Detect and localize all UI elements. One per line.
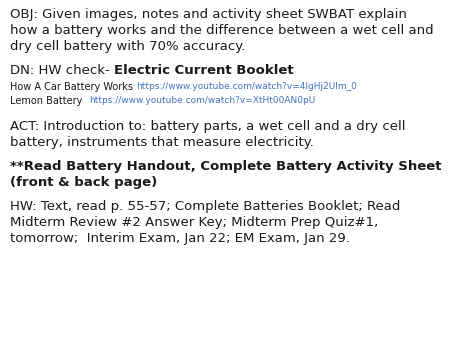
Text: DN: HW check-: DN: HW check- <box>10 64 114 77</box>
Text: https://www.youtube.com/watch?v=4lgHj2UIm_0: https://www.youtube.com/watch?v=4lgHj2UI… <box>136 82 357 91</box>
Text: HW: Text, read p. 55-57; Complete Batteries Booklet; Read: HW: Text, read p. 55-57; Complete Batter… <box>10 200 400 213</box>
Text: battery, instruments that measure electricity.: battery, instruments that measure electr… <box>10 136 314 149</box>
Text: dry cell battery with 70% accuracy.: dry cell battery with 70% accuracy. <box>10 40 245 53</box>
Text: https://www.youtube.com/watch?v=XtHt00AN0pU: https://www.youtube.com/watch?v=XtHt00AN… <box>89 96 315 105</box>
Text: ACT: Introduction to: battery parts, a wet cell and a dry cell: ACT: Introduction to: battery parts, a w… <box>10 120 405 133</box>
Text: Midterm Review #2 Answer Key; Midterm Prep Quiz#1,: Midterm Review #2 Answer Key; Midterm Pr… <box>10 216 378 229</box>
Text: tomorrow;  Interim Exam, Jan 22; EM Exam, Jan 29.: tomorrow; Interim Exam, Jan 22; EM Exam,… <box>10 232 350 245</box>
Text: **Read Battery Handout, Complete Battery Activity Sheet: **Read Battery Handout, Complete Battery… <box>10 160 441 173</box>
Text: How A Car Battery Works: How A Car Battery Works <box>10 82 136 92</box>
Text: OBJ: Given images, notes and activity sheet SWBAT explain: OBJ: Given images, notes and activity sh… <box>10 8 407 21</box>
Text: Lemon Battery: Lemon Battery <box>10 96 89 106</box>
Text: (front & back page): (front & back page) <box>10 176 157 189</box>
Text: Electric Current Booklet: Electric Current Booklet <box>114 64 293 77</box>
Text: how a battery works and the difference between a wet cell and: how a battery works and the difference b… <box>10 24 434 37</box>
